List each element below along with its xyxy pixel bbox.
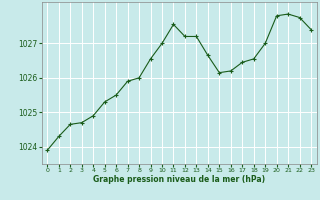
X-axis label: Graphe pression niveau de la mer (hPa): Graphe pression niveau de la mer (hPa) [93,175,265,184]
